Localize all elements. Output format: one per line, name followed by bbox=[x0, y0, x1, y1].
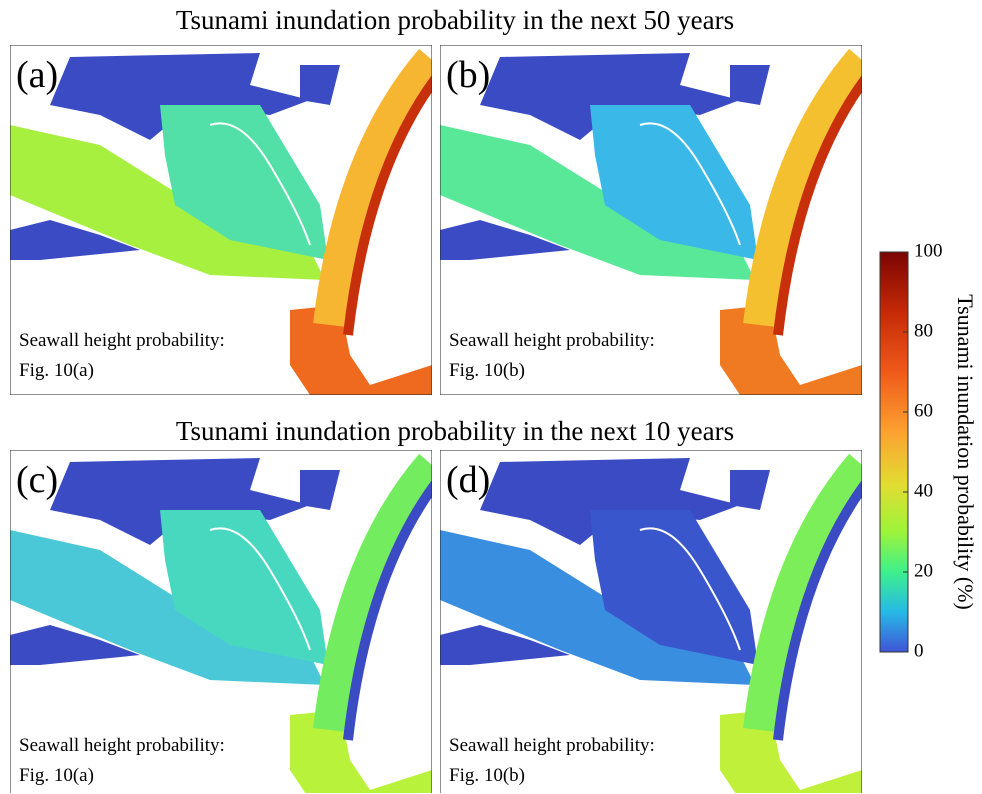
tick-label: 80 bbox=[914, 320, 933, 341]
land-area bbox=[300, 470, 340, 510]
tick-label: 100 bbox=[914, 240, 943, 261]
estuary bbox=[290, 305, 432, 395]
panel-note: Seawall height probability: bbox=[449, 330, 655, 351]
panel-note: Fig. 10(b) bbox=[449, 360, 525, 381]
estuary bbox=[290, 710, 432, 794]
panel-note: Seawall height probability: bbox=[449, 735, 655, 756]
title: Tsunami inundation probability in the ne… bbox=[176, 5, 734, 35]
tick-label: 60 bbox=[914, 400, 933, 421]
panel-label: (a) bbox=[16, 54, 58, 96]
panel-label: (b) bbox=[446, 54, 490, 96]
colorbar bbox=[880, 252, 908, 652]
estuary bbox=[720, 305, 862, 395]
tick-label: 40 bbox=[914, 480, 933, 501]
map-panel: (c) Seawall height probability: Fig. 10(a) bbox=[10, 450, 446, 794]
map-panel: (a) Seawall height probability: Fig. 10(a) bbox=[10, 45, 446, 395]
figure: Tsunami inundation probability in the ne… bbox=[0, 0, 982, 794]
land-area bbox=[730, 470, 770, 510]
estuary bbox=[720, 710, 862, 794]
panel-label: (c) bbox=[16, 459, 58, 501]
panel-note: Fig. 10(a) bbox=[19, 765, 94, 786]
map-panel: (b) Seawall height probability: Fig. 10(b) bbox=[440, 45, 876, 395]
colorbar-label: Tsunami inundation probability (%) bbox=[953, 294, 978, 610]
panel-note: Fig. 10(a) bbox=[19, 360, 94, 381]
panel-note: Fig. 10(b) bbox=[449, 765, 525, 786]
panel-label: (d) bbox=[446, 459, 490, 501]
title: Tsunami inundation probability in the ne… bbox=[176, 416, 734, 446]
panel-note: Seawall height probability: bbox=[19, 330, 225, 351]
map-panel: (d) Seawall height probability: Fig. 10(b) bbox=[440, 450, 876, 794]
tick-label: 20 bbox=[914, 560, 933, 581]
land-area bbox=[730, 65, 770, 105]
colorbar-ticks: 0 20 40 60 80 100 bbox=[903, 240, 943, 661]
panel-note: Seawall height probability: bbox=[19, 735, 225, 756]
tick-label: 0 bbox=[914, 640, 924, 661]
land-area bbox=[300, 65, 340, 105]
